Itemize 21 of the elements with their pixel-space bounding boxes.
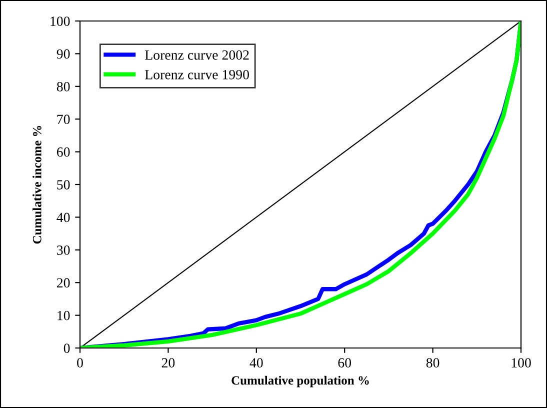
x-tick-label: 40 xyxy=(250,358,263,368)
y-tick-label: 90 xyxy=(56,49,70,59)
x-axis-title: Cumulative population % xyxy=(232,376,369,388)
x-tick-label: 20 xyxy=(162,358,175,368)
y-tick-label: 60 xyxy=(56,147,70,157)
x-tick-label: 60 xyxy=(338,358,352,368)
y-axis-title: Cumulative income % xyxy=(32,126,42,244)
y-tick-label: 50 xyxy=(57,180,70,190)
y-tick-label: 100 xyxy=(50,16,70,26)
y-tick-label: 80 xyxy=(56,82,70,92)
y-tick-label: 70 xyxy=(57,114,70,124)
x-tick-label: 0 xyxy=(77,358,83,368)
x-tick-label: 80 xyxy=(426,358,440,368)
y-tick-label: 0 xyxy=(64,344,70,353)
x-tick-label: 100 xyxy=(512,358,531,368)
y-tick-label: 10 xyxy=(58,310,70,320)
y-tick-label: 40 xyxy=(56,212,70,222)
y-tick-label: 20 xyxy=(57,278,70,288)
legend-label: Lorenz curve 2002 xyxy=(145,50,249,60)
y-tick-label: 30 xyxy=(57,245,70,255)
legend-label: Lorenz curve 1990 xyxy=(145,70,249,80)
